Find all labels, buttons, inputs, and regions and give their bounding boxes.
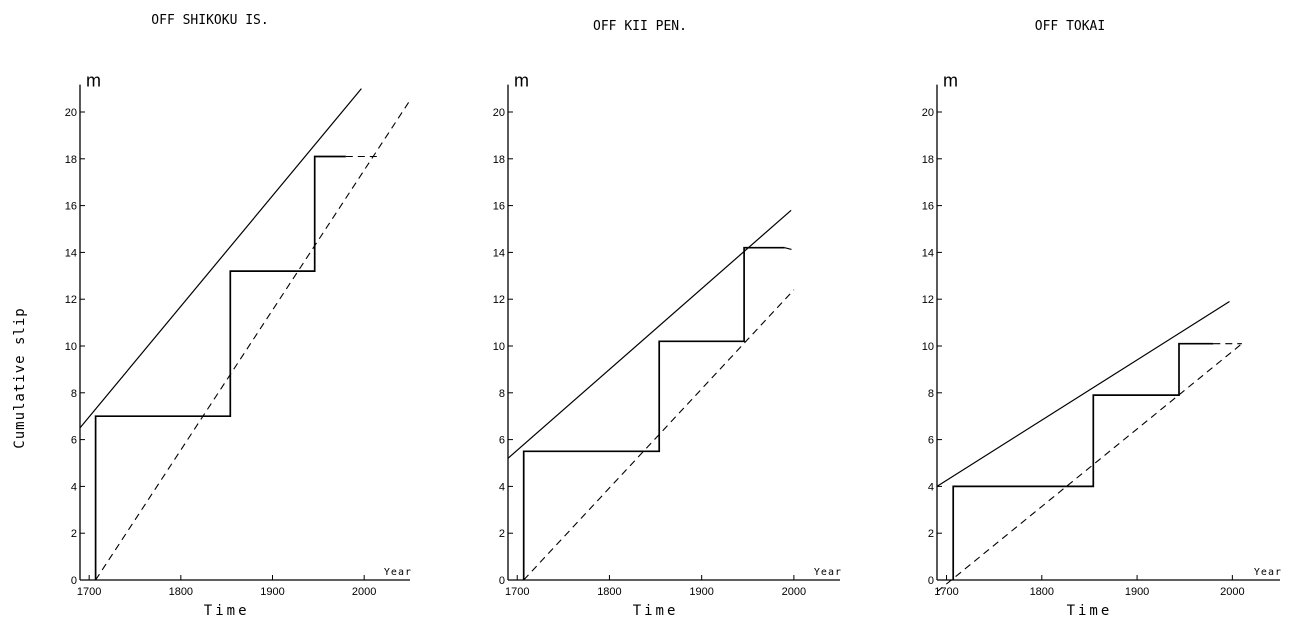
x-axis-label: Time — [204, 603, 250, 619]
x-tick-label: 1900 — [689, 586, 713, 598]
y-tick-label: 12 — [493, 294, 505, 306]
y-tick-label: 6 — [928, 435, 934, 447]
x-axis-label: Time — [633, 603, 679, 619]
x-unit-label: Year — [384, 567, 412, 578]
series-dashed-line — [95, 99, 411, 581]
x-unit-label: Year — [814, 567, 842, 578]
chart-panel-2: OFF KII PEN. m 0 2 4 6 8 10 12 14 16 18 20 1700 1800 19… — [493, 19, 842, 619]
y-unit-label: m — [86, 71, 101, 91]
y-tick-label: 12 — [922, 294, 934, 306]
chart-panel-3: OFF TOKAI m 0 2 4 6 8 10 12 14 16 18 20 1700 1800 1900 2… — [922, 19, 1282, 619]
series-solid-line — [507, 209, 792, 459]
y-tick-label: 6 — [71, 435, 77, 447]
y-tick-label: 16 — [493, 201, 505, 213]
y-axis-label: Cumulative slip — [12, 307, 28, 448]
x-tick-label: 1700 — [934, 586, 958, 598]
x-tick-label: 2000 — [352, 586, 376, 598]
series-solid-line — [936, 300, 1230, 487]
chart-title: OFF SHIKOKU IS. — [151, 13, 268, 28]
y-tick-label: 4 — [928, 481, 934, 493]
x-tick-label: 1800 — [597, 586, 621, 598]
y-tick-label: 18 — [65, 154, 77, 166]
y-tick-label: 14 — [493, 247, 505, 259]
series-dashed-line — [936, 343, 1243, 593]
chart-title: OFF KII PEN. — [593, 19, 687, 34]
y-tick-label: 0 — [499, 575, 505, 587]
x-unit-label: Year — [1254, 567, 1282, 578]
y-tick-label: 20 — [65, 107, 77, 119]
series-solid-step-line — [94, 155, 346, 580]
y-tick-label: 0 — [928, 575, 934, 587]
y-tick-label: 8 — [71, 388, 77, 400]
y-tick-label: 18 — [922, 154, 934, 166]
y-tick-label: 14 — [922, 247, 934, 259]
x-axis-label: Time — [1067, 603, 1113, 619]
y-unit-label: m — [514, 71, 529, 91]
y-tick-label: 14 — [65, 247, 77, 259]
y-tick-label: 10 — [65, 341, 77, 353]
y-tick-label: 10 — [922, 341, 934, 353]
chart-panel-1: OFF SHIKOKU IS. m 0 2 4 6 8 10 12 14 16 18 20 1700 180… — [65, 13, 412, 619]
chart-title: OFF TOKAI — [1035, 19, 1105, 34]
y-tick-label: 8 — [499, 388, 505, 400]
series-dashed-line — [784, 247, 795, 251]
series-solid-line — [79, 88, 362, 429]
x-tick-label: 1800 — [1030, 586, 1054, 598]
y-tick-label: 0 — [71, 575, 77, 587]
y-tick-label: 4 — [71, 481, 77, 493]
y-tick-label: 6 — [499, 435, 505, 447]
x-tick-label: 1900 — [1125, 586, 1149, 598]
series-solid-step-line — [522, 246, 785, 580]
y-tick-label: 16 — [65, 201, 77, 213]
x-tick-label: 2000 — [1220, 586, 1244, 598]
x-tick-label: 2000 — [782, 586, 806, 598]
series-solid-step-line — [952, 342, 1214, 580]
y-tick-label: 20 — [922, 107, 934, 119]
y-tick-label: 2 — [499, 528, 505, 540]
y-tick-label: 2 — [928, 528, 934, 540]
y-tick-label: 18 — [493, 154, 505, 166]
y-tick-label: 12 — [65, 294, 77, 306]
x-tick-label: 1800 — [169, 586, 193, 598]
y-tick-label: 8 — [928, 388, 934, 400]
y-tick-label: 4 — [499, 481, 505, 493]
x-tick-label: 1700 — [77, 586, 101, 598]
x-tick-label: 1700 — [505, 586, 529, 598]
y-tick-label: 2 — [71, 528, 77, 540]
y-tick-label: 16 — [922, 201, 934, 213]
series-dashed-line — [523, 289, 795, 581]
y-tick-label: 10 — [493, 341, 505, 353]
x-tick-label: 1900 — [260, 586, 284, 598]
y-unit-label: m — [943, 71, 958, 91]
y-tick-label: 20 — [493, 107, 505, 119]
